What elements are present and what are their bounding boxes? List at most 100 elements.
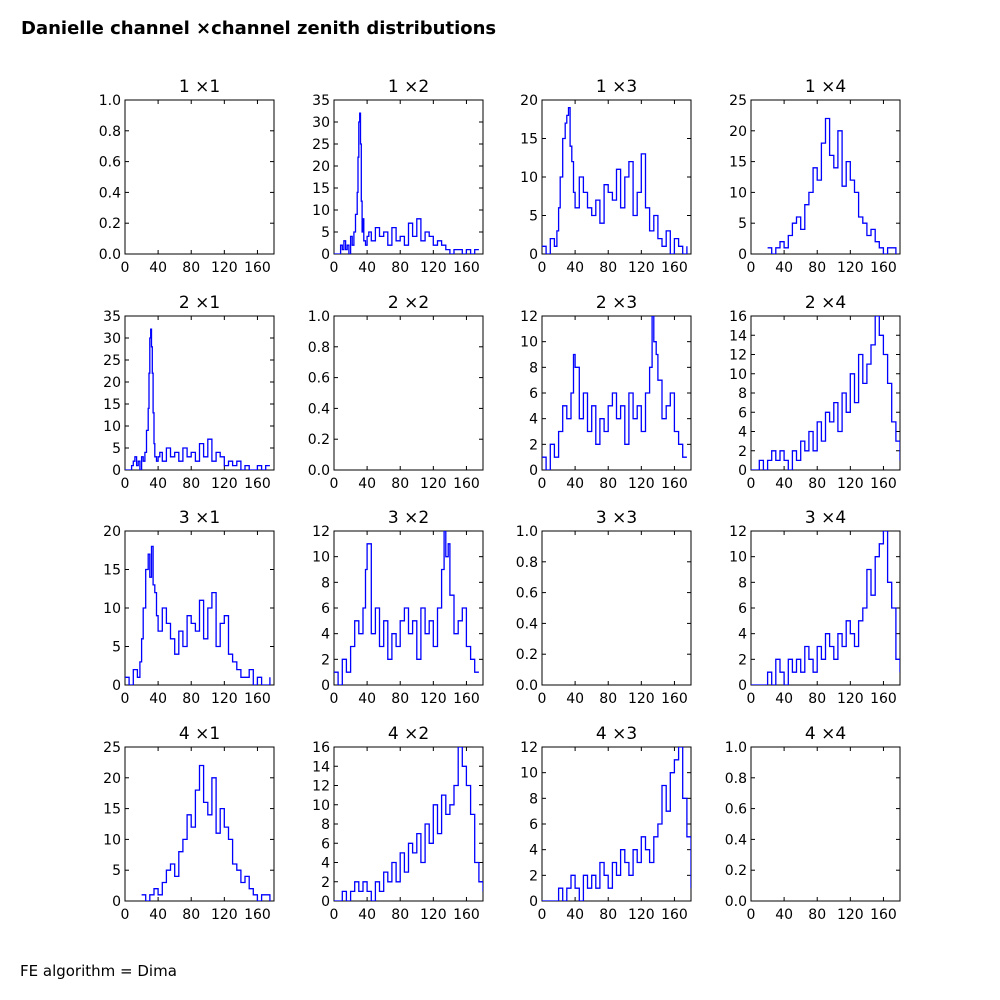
y-tick-label: 4: [529, 412, 538, 428]
y-tick-label: 0.8: [308, 340, 330, 356]
y-tick-label: 15: [103, 802, 121, 818]
y-tick-label: 0.4: [99, 185, 121, 201]
y-tick-label: 10: [729, 550, 747, 566]
y-tick-label: 0: [738, 247, 747, 263]
y-tick-label: 0.6: [308, 371, 330, 387]
x-tick-label: 160: [870, 907, 897, 923]
x-tick-label: 160: [453, 907, 480, 923]
y-tick-label: 4: [738, 425, 747, 441]
y-tick-label: 2: [321, 652, 330, 668]
subplot-title: 3 ×4: [805, 508, 846, 528]
y-tick-label: 20: [103, 771, 121, 787]
x-tick-label: 120: [837, 691, 864, 707]
y-tick-label: 0: [112, 463, 121, 479]
y-tick-label: 25: [729, 93, 747, 109]
y-tick-label: 10: [520, 335, 538, 351]
y-tick-label: 0.8: [516, 555, 538, 571]
x-tick-label: 120: [628, 907, 655, 923]
y-tick-label: 30: [312, 115, 330, 131]
subplot-title: 1 ×2: [388, 77, 429, 97]
y-tick-label: 0.6: [725, 802, 747, 818]
axes-frame: [333, 315, 484, 471]
x-tick-label: 40: [775, 260, 793, 276]
subplot-1-1: 1 ×1 0 40 80 120 160 0.0 0.2 0.4 0.6 0.8 1.0: [99, 77, 275, 276]
y-tick-label: 5: [321, 225, 330, 241]
subplot-title: 3 ×3: [596, 508, 637, 528]
series-line: [125, 328, 270, 470]
y-tick-label: 12: [312, 779, 330, 795]
x-tick-label: 160: [244, 476, 271, 492]
x-tick-label: 120: [628, 476, 655, 492]
y-tick-label: 16: [312, 740, 330, 756]
x-tick-label: 120: [420, 691, 447, 707]
subplot-1-3: 1 ×3 0 40 80 120 160 0 5 10 15 20: [520, 77, 692, 276]
x-tick-label: 160: [453, 260, 480, 276]
x-tick-label: 80: [599, 476, 617, 492]
y-tick-label: 0: [738, 463, 747, 479]
subplot-title: 2 ×2: [388, 293, 429, 313]
y-tick-label: 0.2: [516, 647, 538, 663]
y-tick-label: 6: [738, 405, 747, 421]
x-tick-label: 0: [121, 260, 130, 276]
y-tick-label: 0: [112, 894, 121, 910]
x-tick-label: 160: [661, 476, 688, 492]
x-tick-label: 40: [775, 691, 793, 707]
x-tick-label: 160: [244, 260, 271, 276]
y-tick-label: 20: [312, 159, 330, 175]
axes-frame: [541, 746, 692, 902]
x-tick-label: 160: [870, 691, 897, 707]
y-tick-label: 0: [529, 894, 538, 910]
y-tick-label: 30: [103, 331, 121, 347]
axes-frame: [750, 746, 901, 902]
x-tick-label: 0: [330, 476, 339, 492]
x-tick-label: 40: [358, 260, 376, 276]
x-tick-label: 160: [244, 691, 271, 707]
y-tick-label: 8: [529, 791, 538, 807]
series-line: [334, 531, 479, 685]
y-tick-label: 0: [321, 678, 330, 694]
y-tick-label: 0.2: [99, 216, 121, 232]
x-tick-label: 80: [182, 260, 200, 276]
x-tick-label: 160: [244, 907, 271, 923]
y-tick-label: 0.4: [725, 832, 747, 848]
subplot-3-3: 3 ×3 0 40 80 120 160 0.0 0.2 0.4 0.6 0.8 1.0: [516, 508, 692, 707]
series-line: [542, 107, 688, 254]
subplot-title: 1 ×1: [179, 77, 220, 97]
x-tick-label: 0: [747, 907, 756, 923]
figure-title: Danielle channel ×channel zenith distrib…: [21, 18, 497, 39]
y-tick-label: 10: [312, 203, 330, 219]
subplot-title: 2 ×4: [805, 293, 846, 313]
y-tick-label: 1.0: [308, 309, 330, 325]
x-tick-label: 40: [149, 260, 167, 276]
x-tick-label: 160: [453, 691, 480, 707]
subplot-3-2: 3 ×2 0 40 80 120 160 0 2 4 6 8 10 12: [312, 508, 484, 707]
y-tick-label: 15: [312, 181, 330, 197]
x-tick-label: 120: [837, 260, 864, 276]
y-tick-label: 8: [529, 360, 538, 376]
y-tick-label: 14: [312, 759, 330, 775]
y-tick-label: 0.0: [99, 247, 121, 263]
x-tick-label: 80: [182, 476, 200, 492]
x-tick-label: 0: [330, 691, 339, 707]
y-tick-label: 12: [312, 524, 330, 540]
subplot-3-4: 3 ×4 0 40 80 120 160 0 2 4 6 8 10 12: [729, 508, 901, 707]
y-tick-label: 0: [529, 247, 538, 263]
footer-note: FE algorithm = Dima: [20, 962, 177, 980]
series-line: [542, 747, 691, 901]
series-line: [334, 747, 483, 901]
y-tick-label: 12: [729, 348, 747, 364]
y-tick-label: 0.2: [308, 432, 330, 448]
y-tick-label: 5: [112, 640, 121, 656]
x-tick-label: 40: [566, 691, 584, 707]
y-tick-label: 4: [529, 843, 538, 859]
y-tick-label: 4: [321, 856, 330, 872]
y-tick-label: 0.8: [725, 771, 747, 787]
y-tick-label: 15: [520, 132, 538, 148]
y-tick-label: 0.0: [516, 678, 538, 694]
axes-frame: [541, 530, 692, 686]
x-tick-label: 120: [837, 907, 864, 923]
y-tick-label: 5: [529, 209, 538, 225]
y-tick-label: 10: [520, 766, 538, 782]
y-tick-label: 16: [729, 309, 747, 325]
